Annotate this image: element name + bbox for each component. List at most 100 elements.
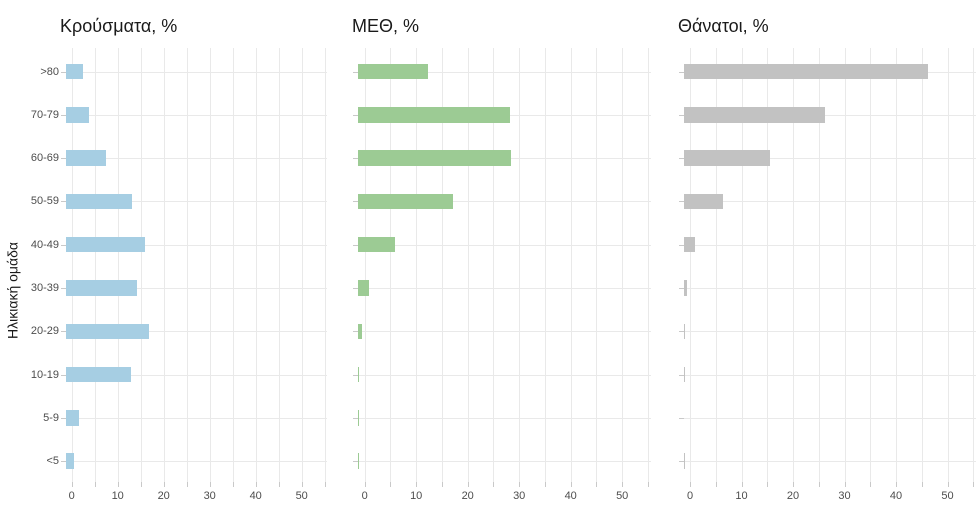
category-label: 60-69: [30, 152, 59, 165]
x-tick: [818, 482, 820, 487]
gridline-vertical: [921, 48, 923, 482]
y-tick: [61, 374, 66, 376]
y-tick: [353, 374, 358, 376]
x-tick: [767, 482, 769, 487]
category-label: >80: [40, 65, 59, 78]
x-tick-label: 40: [889, 490, 903, 502]
gridline-horizontal: [66, 244, 327, 246]
x-tick: [140, 482, 142, 487]
x-tick: [493, 482, 495, 487]
gridline-vertical: [870, 48, 872, 482]
y-tick: [353, 201, 358, 203]
x-tick: [715, 482, 717, 487]
bar-70-79: [358, 107, 511, 123]
x-tick: [209, 482, 211, 487]
gridline-vertical: [441, 48, 443, 482]
x-tick: [793, 482, 794, 487]
x-tick: [844, 482, 846, 487]
gridline-horizontal: [684, 331, 976, 333]
gridline-horizontal: [358, 461, 651, 463]
y-tick: [353, 417, 358, 419]
gridline-vertical: [793, 48, 794, 482]
bar->80: [684, 63, 929, 80]
gridline-vertical: [844, 48, 846, 482]
x-tick: [570, 482, 572, 487]
gridline-vertical: [71, 48, 73, 482]
y-tick: [61, 244, 66, 246]
gridline-vertical: [255, 48, 257, 482]
x-tick-label: 50: [295, 490, 308, 502]
bar-40-49: [684, 236, 695, 253]
bar-50-59: [684, 193, 723, 210]
x-tick-label: 10: [111, 490, 124, 502]
y-tick: [61, 288, 66, 289]
bar->80: [66, 63, 84, 80]
gridline-vertical: [416, 48, 418, 482]
bar-10-19: [684, 366, 685, 383]
bar-<5: [684, 453, 685, 469]
y-tick: [353, 114, 358, 116]
bar->80: [358, 63, 428, 80]
y-tick: [61, 114, 66, 116]
bar-30-39: [684, 280, 688, 296]
x-tick: [622, 482, 624, 487]
gridline-horizontal: [684, 288, 976, 289]
gridline-horizontal: [684, 201, 976, 203]
bar-70-79: [66, 107, 89, 123]
x-tick: [117, 482, 119, 487]
x-tick: [94, 482, 96, 487]
y-tick: [679, 417, 684, 419]
y-tick: [353, 244, 358, 246]
bar-5-9: [66, 410, 80, 426]
x-tick: [186, 482, 188, 487]
x-tick: [390, 482, 392, 487]
bar-50-59: [358, 193, 453, 210]
x-tick-label: 0: [361, 490, 368, 502]
gridline-horizontal: [358, 244, 651, 246]
x-tick-label: 10: [735, 490, 748, 502]
panel-title-icu: ΜΕΘ, %: [352, 16, 420, 36]
bar-40-49: [66, 236, 146, 253]
gridline-horizontal: [66, 461, 327, 463]
category-label: 5-9: [43, 411, 59, 424]
plot-area-1: 0 10 20 30 40 50: [353, 48, 651, 502]
y-tick: [679, 244, 684, 246]
gridline-horizontal: [684, 114, 976, 116]
x-tick: [232, 482, 234, 487]
x-tick-label: 20: [786, 490, 800, 502]
plot-area-0: 0 10 20 30 40 50: [61, 48, 327, 502]
y-tick: [353, 288, 358, 289]
gridline-horizontal: [358, 417, 651, 419]
bar-<5: [358, 453, 360, 469]
gridline-horizontal: [66, 158, 327, 160]
x-tick: [647, 482, 649, 487]
y-tick: [353, 158, 358, 160]
category-label: 30-39: [30, 282, 59, 294]
bar-20-29: [66, 323, 150, 340]
gridline-horizontal: [66, 201, 327, 203]
gridline-vertical: [301, 48, 303, 482]
x-tick: [324, 482, 326, 487]
x-tick-label: 30: [513, 490, 526, 502]
gridline-vertical: [544, 48, 546, 482]
gridline-vertical: [818, 48, 820, 482]
panel-title-cases: Κρούσματα, %: [60, 16, 178, 36]
y-tick: [61, 158, 66, 160]
gridline-vertical: [493, 48, 495, 482]
y-tick: [679, 461, 684, 463]
gridline-horizontal: [684, 417, 976, 419]
x-tick: [596, 482, 598, 487]
x-tick: [544, 482, 546, 487]
gridline-vertical: [140, 48, 142, 482]
gridline-vertical: [324, 48, 326, 482]
x-tick-label: 20: [157, 490, 170, 502]
gridline-horizontal: [684, 374, 976, 376]
bar-<5: [66, 453, 75, 469]
x-tick: [947, 482, 949, 487]
gridline-horizontal: [66, 331, 327, 333]
gridline-vertical: [570, 48, 572, 482]
x-tick: [255, 482, 257, 487]
gridline-horizontal: [66, 417, 327, 419]
x-tick: [870, 482, 872, 487]
gridline-vertical: [622, 48, 624, 482]
